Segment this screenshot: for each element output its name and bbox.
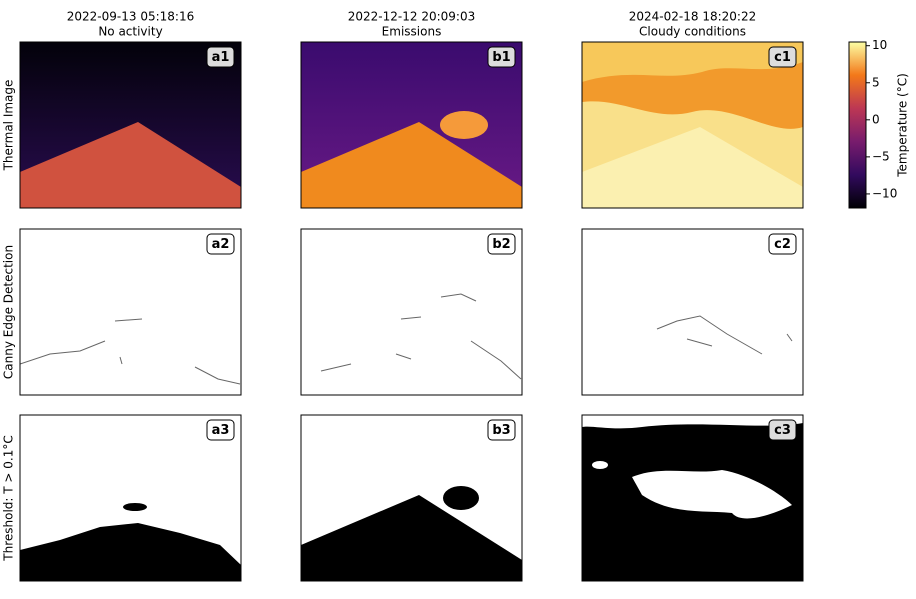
panel: b1 xyxy=(300,41,523,209)
panel: c3 xyxy=(581,414,804,582)
panel-label: a3 xyxy=(212,423,230,438)
panel: a1 xyxy=(19,41,242,209)
column-date: 2024-02-18 18:20:22 xyxy=(629,10,756,24)
row-label: Thermal Image xyxy=(2,80,16,172)
panel-label-box xyxy=(206,46,235,68)
column-condition: Cloudy conditions xyxy=(639,25,746,39)
edge xyxy=(470,340,522,380)
edge xyxy=(20,340,106,365)
colorbar-tick-label: 10 xyxy=(872,38,887,52)
panel-label: b1 xyxy=(492,50,510,65)
column-condition: Emissions xyxy=(382,25,442,39)
panel-image xyxy=(582,42,803,208)
row-label: Threshold: T > 0.1°C xyxy=(2,435,16,561)
panel-label-box xyxy=(768,233,797,255)
panel-label: a1 xyxy=(212,50,230,65)
panel-image xyxy=(301,229,522,395)
panel-label: b3 xyxy=(492,423,510,438)
panel-label-box xyxy=(206,419,235,441)
frame xyxy=(19,414,242,582)
plume xyxy=(123,503,147,511)
column-condition: No activity xyxy=(98,25,162,39)
edge xyxy=(119,356,123,365)
colorbar xyxy=(848,41,867,209)
panel-label-box xyxy=(487,233,516,255)
panel-label: c1 xyxy=(774,50,791,65)
volcano xyxy=(301,495,522,581)
warm-region xyxy=(632,470,792,519)
edge xyxy=(686,338,713,347)
panel: a2 xyxy=(19,228,242,396)
frame xyxy=(581,41,804,209)
frame xyxy=(19,41,242,209)
panel-label-box xyxy=(206,233,235,255)
colorbar-tick-label: 5 xyxy=(872,75,880,89)
clouds xyxy=(582,42,803,82)
frame xyxy=(19,228,242,396)
colorbar-label: Temperature (°C) xyxy=(896,73,910,178)
panel-label: a2 xyxy=(212,237,230,252)
panel-image xyxy=(20,42,241,208)
row-label: Canny Edge Detection xyxy=(2,245,16,379)
bg xyxy=(20,229,241,395)
warm-region xyxy=(592,461,608,469)
panel-label: c3 xyxy=(774,423,791,438)
volcano xyxy=(20,523,241,581)
edge xyxy=(400,316,422,320)
frame xyxy=(300,41,523,209)
warm-region xyxy=(582,415,803,429)
panel-image xyxy=(20,415,241,581)
edge xyxy=(786,333,793,342)
plume xyxy=(443,486,479,510)
panel-image xyxy=(582,229,803,395)
bg xyxy=(301,229,522,395)
panel-image xyxy=(582,415,803,581)
edge xyxy=(320,363,352,372)
volcano xyxy=(20,122,241,208)
frame xyxy=(581,228,804,396)
edge xyxy=(656,315,763,355)
frame xyxy=(300,414,523,582)
bg xyxy=(582,229,803,395)
panel: b3 xyxy=(300,414,523,582)
panel-image xyxy=(20,229,241,395)
colorbar-tick-label: −10 xyxy=(872,186,897,200)
column-date: 2022-12-12 20:09:03 xyxy=(348,10,475,24)
volcano xyxy=(582,127,803,208)
colorbar-tick-label: 0 xyxy=(872,112,880,126)
frame xyxy=(300,228,523,396)
edge xyxy=(440,293,477,302)
panel: c1 xyxy=(581,41,804,209)
frame xyxy=(581,414,804,582)
edge xyxy=(194,366,241,385)
panel-label-box xyxy=(487,419,516,441)
panel-image xyxy=(301,415,522,581)
panel: a3 xyxy=(19,414,242,582)
column-date: 2022-09-13 05:18:16 xyxy=(67,10,194,24)
panel-label: c2 xyxy=(774,237,791,252)
panel-image xyxy=(301,42,522,208)
volcano xyxy=(301,122,522,208)
colorbar-tick-label: −5 xyxy=(872,149,890,163)
panel-label: b2 xyxy=(492,237,510,252)
panel-label-box xyxy=(487,46,516,68)
panel: c2 xyxy=(581,228,804,396)
plume xyxy=(440,111,488,139)
panel-label-box xyxy=(768,46,797,68)
panel: b2 xyxy=(300,228,523,396)
panel-label-box xyxy=(768,419,797,441)
edge xyxy=(395,353,412,360)
edge xyxy=(114,318,143,322)
